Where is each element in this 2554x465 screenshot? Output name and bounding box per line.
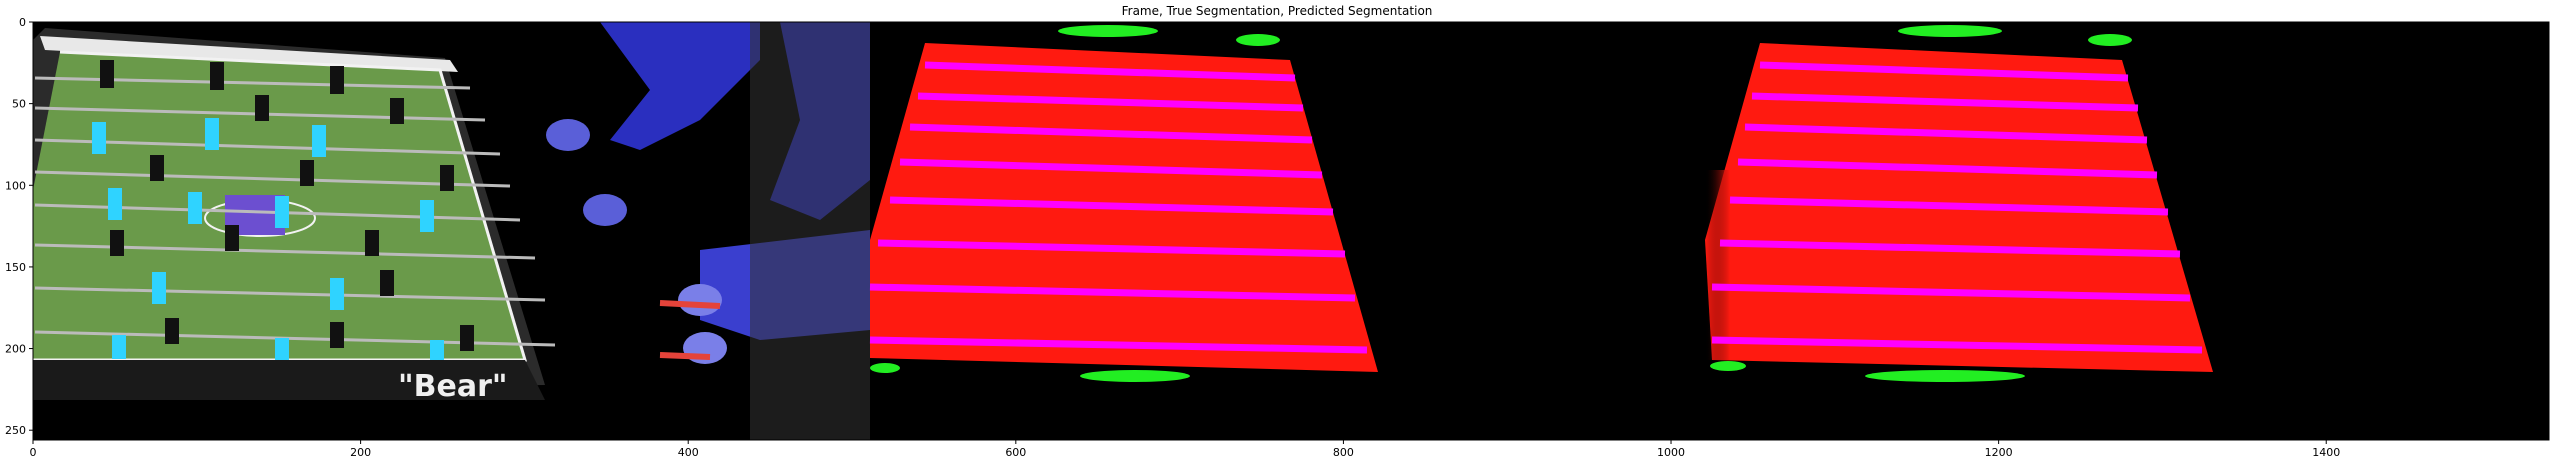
player [312,125,326,157]
player [108,188,122,220]
player [110,230,124,256]
rod-mask [899,158,1323,179]
rod-mask [1751,92,2139,112]
player [188,192,202,224]
rod [34,170,511,188]
x-tick-label: 1400 [2312,446,2340,459]
player [390,98,404,124]
player [300,160,314,186]
rod-mask [877,239,1346,258]
x-tick-label: 800 [1333,446,1354,459]
blur-edge [1705,170,1730,360]
goal-mask [1080,370,1190,382]
table-bumper [33,360,545,400]
x-tick-label: 200 [350,446,371,459]
player [210,62,224,90]
goal-mask [1898,25,2002,37]
player [330,66,344,94]
rod-masks [1711,61,2203,354]
x-tick-label: 600 [1005,446,1026,459]
player [100,60,114,88]
cyan-players [92,118,444,364]
figure-title: Frame, True Segmentation, Predicted Segm… [1121,4,1433,18]
hand [546,119,590,151]
rod-mask [869,283,1356,302]
table-brand-text: "Bear" [398,369,508,404]
handle [659,300,721,309]
goal-mask [1236,34,1280,46]
player [365,230,379,256]
x-tick-label: 0 [30,446,37,459]
goal-mask [1710,361,1746,371]
player [380,270,394,296]
goal-mask [2088,34,2132,46]
player [152,272,166,304]
player [255,95,269,121]
y-tick-label: 250 [5,424,26,437]
player [330,322,344,348]
player [440,165,454,191]
player [275,338,289,362]
rod-mask [869,336,1368,354]
predicted-segmentation-panel [1705,25,2213,382]
y-tick-label: 0 [19,16,26,29]
rod-mask [1711,336,2203,354]
goal-masks [1710,25,2132,382]
rod-masks [869,61,1368,354]
y-tick-label: 100 [5,179,26,192]
x-axis: 0 200 400 600 800 1000 1200 1400 [30,440,2340,459]
true-segmentation-panel [869,25,1378,382]
player [420,200,434,232]
rods [34,76,556,347]
table-rail-top [40,36,458,72]
player [330,278,344,310]
rod-mask [924,61,1296,82]
goal-mask [870,363,900,373]
player [225,225,239,251]
y-tick-label: 50 [12,98,26,111]
player [165,318,179,344]
frame-panel: "Bear" [33,22,870,440]
black-players [100,60,474,351]
x-tick-label: 1000 [1657,446,1685,459]
rod-mask [889,196,1334,216]
rod [34,138,501,156]
x-tick-label: 1200 [1985,446,2013,459]
rod-mask [1759,61,2129,82]
player [460,325,474,351]
hand [583,194,627,226]
goal-mask [1865,370,2025,382]
player [150,155,164,181]
rod-mask [917,92,1304,112]
x-tick-label: 400 [678,446,699,459]
rod-mask [1737,158,2158,179]
rod [34,286,546,302]
hand [678,284,722,316]
y-tick-label: 150 [5,261,26,274]
rod-mask [909,123,1313,144]
rod-mask [1744,123,2148,144]
player [205,118,219,150]
rod-mask [1711,283,2191,302]
player [92,122,106,154]
player [430,340,444,364]
y-axis: 0 50 100 150 200 250 [5,16,33,437]
goal-masks [870,25,1280,382]
rod-mask [1729,196,2169,216]
player [275,196,289,228]
image-area: "Bear" [33,22,2549,440]
goal-mask [1058,25,1158,37]
rod-mask [1719,239,2181,258]
handle [659,352,711,360]
spectator [750,22,870,440]
handles [659,300,721,360]
player [112,335,126,359]
sleeve [600,22,760,150]
y-tick-label: 200 [5,343,26,356]
axes-frame [32,21,2550,441]
